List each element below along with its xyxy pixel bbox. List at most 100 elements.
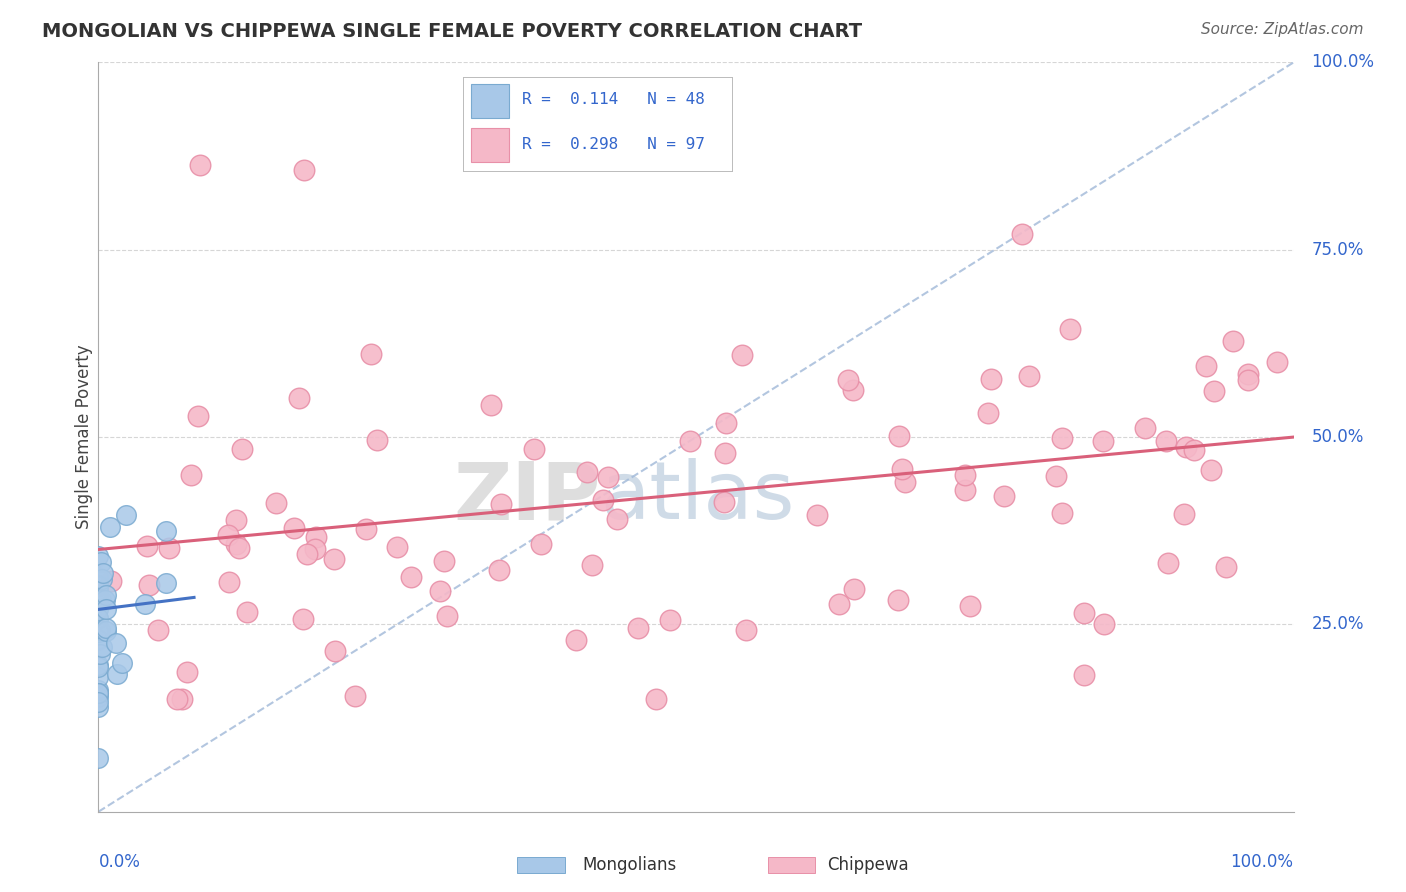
- Text: 75.0%: 75.0%: [1312, 241, 1364, 259]
- Point: [107, 667, 129, 681]
- Point: [287, 391, 309, 405]
- Point: [806, 508, 828, 522]
- Text: ZIP: ZIP: [453, 458, 600, 536]
- Point: [94, 624, 117, 639]
- Point: [385, 540, 408, 554]
- Point: [1173, 507, 1195, 521]
- Point: [172, 692, 194, 706]
- Point: [644, 692, 666, 706]
- Point: [87, 690, 110, 705]
- Point: [87, 683, 110, 698]
- Point: [87, 582, 110, 597]
- Point: [1215, 559, 1237, 574]
- Point: [977, 406, 1000, 420]
- Point: [1018, 369, 1040, 384]
- Point: [716, 416, 738, 430]
- Point: [87, 592, 110, 607]
- Point: [304, 542, 326, 557]
- Point: [713, 494, 735, 508]
- Text: 25.0%: 25.0%: [1312, 615, 1364, 633]
- Point: [1236, 373, 1258, 387]
- Point: [231, 442, 253, 457]
- Point: [180, 468, 202, 483]
- Point: [581, 558, 603, 572]
- Point: [479, 398, 502, 412]
- Point: [886, 593, 908, 607]
- Text: Chippewa: Chippewa: [827, 856, 910, 874]
- Point: [166, 692, 188, 706]
- Point: [1175, 440, 1198, 454]
- Point: [96, 621, 118, 635]
- Point: [627, 621, 650, 635]
- Point: [1092, 616, 1115, 631]
- Point: [87, 624, 110, 639]
- Bar: [768, 856, 815, 873]
- Point: [91, 572, 114, 586]
- Point: [187, 409, 209, 424]
- Point: [565, 148, 588, 162]
- Point: [1045, 468, 1067, 483]
- Point: [530, 537, 553, 551]
- Point: [890, 462, 912, 476]
- Point: [225, 537, 247, 551]
- Point: [1050, 506, 1073, 520]
- Point: [523, 442, 546, 457]
- Point: [993, 489, 1015, 503]
- Point: [87, 570, 110, 584]
- Point: [115, 508, 138, 522]
- Point: [87, 578, 110, 592]
- Point: [1156, 556, 1178, 570]
- Point: [1059, 321, 1081, 335]
- Point: [596, 470, 619, 484]
- Point: [354, 522, 377, 536]
- Text: 100.0%: 100.0%: [1312, 54, 1375, 71]
- Point: [399, 570, 422, 584]
- Point: [734, 624, 756, 638]
- Point: [87, 588, 110, 602]
- Point: [1050, 431, 1073, 445]
- Point: [592, 493, 614, 508]
- Point: [565, 633, 588, 648]
- Point: [1156, 434, 1178, 449]
- Point: [1265, 355, 1288, 369]
- Point: [100, 574, 122, 588]
- Text: 50.0%: 50.0%: [1312, 428, 1364, 446]
- Point: [218, 575, 240, 590]
- Point: [433, 554, 456, 568]
- Point: [87, 669, 110, 683]
- Text: 0.0%: 0.0%: [98, 853, 141, 871]
- Point: [887, 429, 910, 443]
- Point: [87, 594, 110, 608]
- Y-axis label: Single Female Poverty: Single Female Poverty: [75, 345, 93, 529]
- Point: [94, 592, 117, 607]
- Point: [155, 576, 177, 591]
- Point: [138, 578, 160, 592]
- Point: [266, 496, 288, 510]
- Point: [90, 554, 112, 568]
- Point: [837, 373, 859, 387]
- Point: [1237, 367, 1260, 381]
- Point: [659, 613, 682, 627]
- Point: [87, 695, 110, 709]
- Point: [295, 547, 318, 561]
- Text: atlas: atlas: [600, 458, 794, 536]
- Point: [136, 539, 159, 553]
- Text: Mongolians: Mongolians: [582, 856, 676, 874]
- Point: [87, 579, 110, 593]
- Text: MONGOLIAN VS CHIPPEWA SINGLE FEMALE POVERTY CORRELATION CHART: MONGOLIAN VS CHIPPEWA SINGLE FEMALE POVE…: [42, 22, 862, 41]
- Text: 100.0%: 100.0%: [1230, 853, 1294, 871]
- Bar: [517, 856, 565, 873]
- Point: [87, 549, 110, 563]
- Point: [436, 609, 458, 624]
- Point: [228, 541, 250, 555]
- Point: [1182, 442, 1205, 457]
- Point: [1222, 334, 1244, 348]
- Point: [87, 657, 110, 672]
- Point: [87, 751, 110, 765]
- Point: [283, 521, 305, 535]
- Point: [1195, 359, 1218, 373]
- Point: [87, 660, 110, 674]
- Point: [87, 610, 110, 624]
- Point: [157, 541, 180, 555]
- Point: [225, 513, 247, 527]
